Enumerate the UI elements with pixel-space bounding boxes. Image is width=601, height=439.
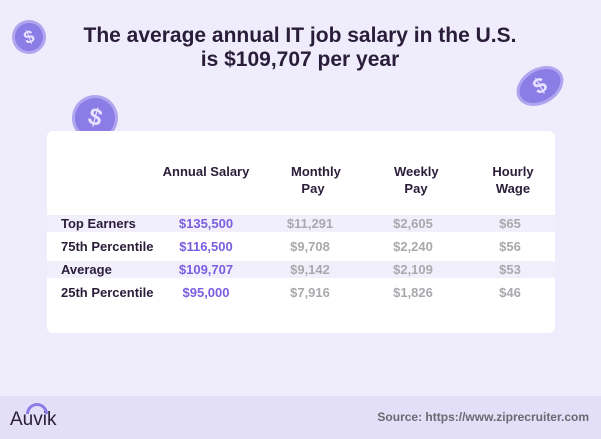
- table-cell: $11,291: [286, 216, 334, 231]
- table-cell: $9,708: [290, 239, 330, 254]
- row-label: Top Earners: [61, 216, 136, 231]
- source-text: Source: https://www.ziprecruiter.com: [377, 410, 589, 424]
- header-monthly: Monthly Pay: [291, 164, 341, 196]
- row-label: 25th Percentile: [61, 285, 154, 300]
- table-cell: $56: [499, 239, 521, 254]
- salary-table: Annual Salary Monthly Pay Weekly Pay Hou…: [47, 131, 555, 333]
- row-label: 75th Percentile: [61, 239, 154, 254]
- table-cell: $1,826: [393, 285, 433, 300]
- table-cell: $65: [499, 216, 521, 231]
- table-cell: $95,000: [182, 285, 230, 300]
- table-cell: $2,605: [393, 216, 433, 231]
- header-hourly: Hourly Wage: [492, 164, 534, 196]
- table-cell: $53: [499, 262, 521, 277]
- logo-arc-icon: [26, 403, 48, 414]
- table-cell: $7,916: [290, 285, 330, 300]
- table-cell: $109,707: [178, 262, 234, 277]
- table-row: Average $109,707 $9,142 $2,109 $53: [47, 261, 555, 278]
- footer: Auvik Source: https://www.ziprecruiter.c…: [0, 396, 601, 439]
- page-title: The average annual IT job salary in the …: [83, 24, 517, 71]
- table-cell: $9,142: [290, 262, 330, 277]
- table-row: 25th Percentile $95,000 $7,916 $1,826 $46: [47, 284, 555, 301]
- table-cell: $135,500: [178, 216, 234, 231]
- header-annual: Annual Salary: [162, 164, 250, 179]
- table-row: 75th Percentile $116,500 $9,708 $2,240 $56: [47, 238, 555, 255]
- header-weekly: Weekly Pay: [394, 164, 439, 196]
- table-cell: $2,240: [393, 239, 433, 254]
- table-cell: $2,109: [393, 262, 433, 277]
- coin-icon: $: [7, 15, 51, 59]
- table-cell: $46: [499, 285, 521, 300]
- logo-text: Auvik: [10, 409, 57, 430]
- table-row: Top Earners $135,500 $11,291 $2,605 $65: [47, 215, 555, 232]
- row-label: Average: [61, 262, 112, 277]
- table-cell: $116,500: [179, 239, 233, 254]
- auvik-logo: Auvik: [10, 403, 57, 431]
